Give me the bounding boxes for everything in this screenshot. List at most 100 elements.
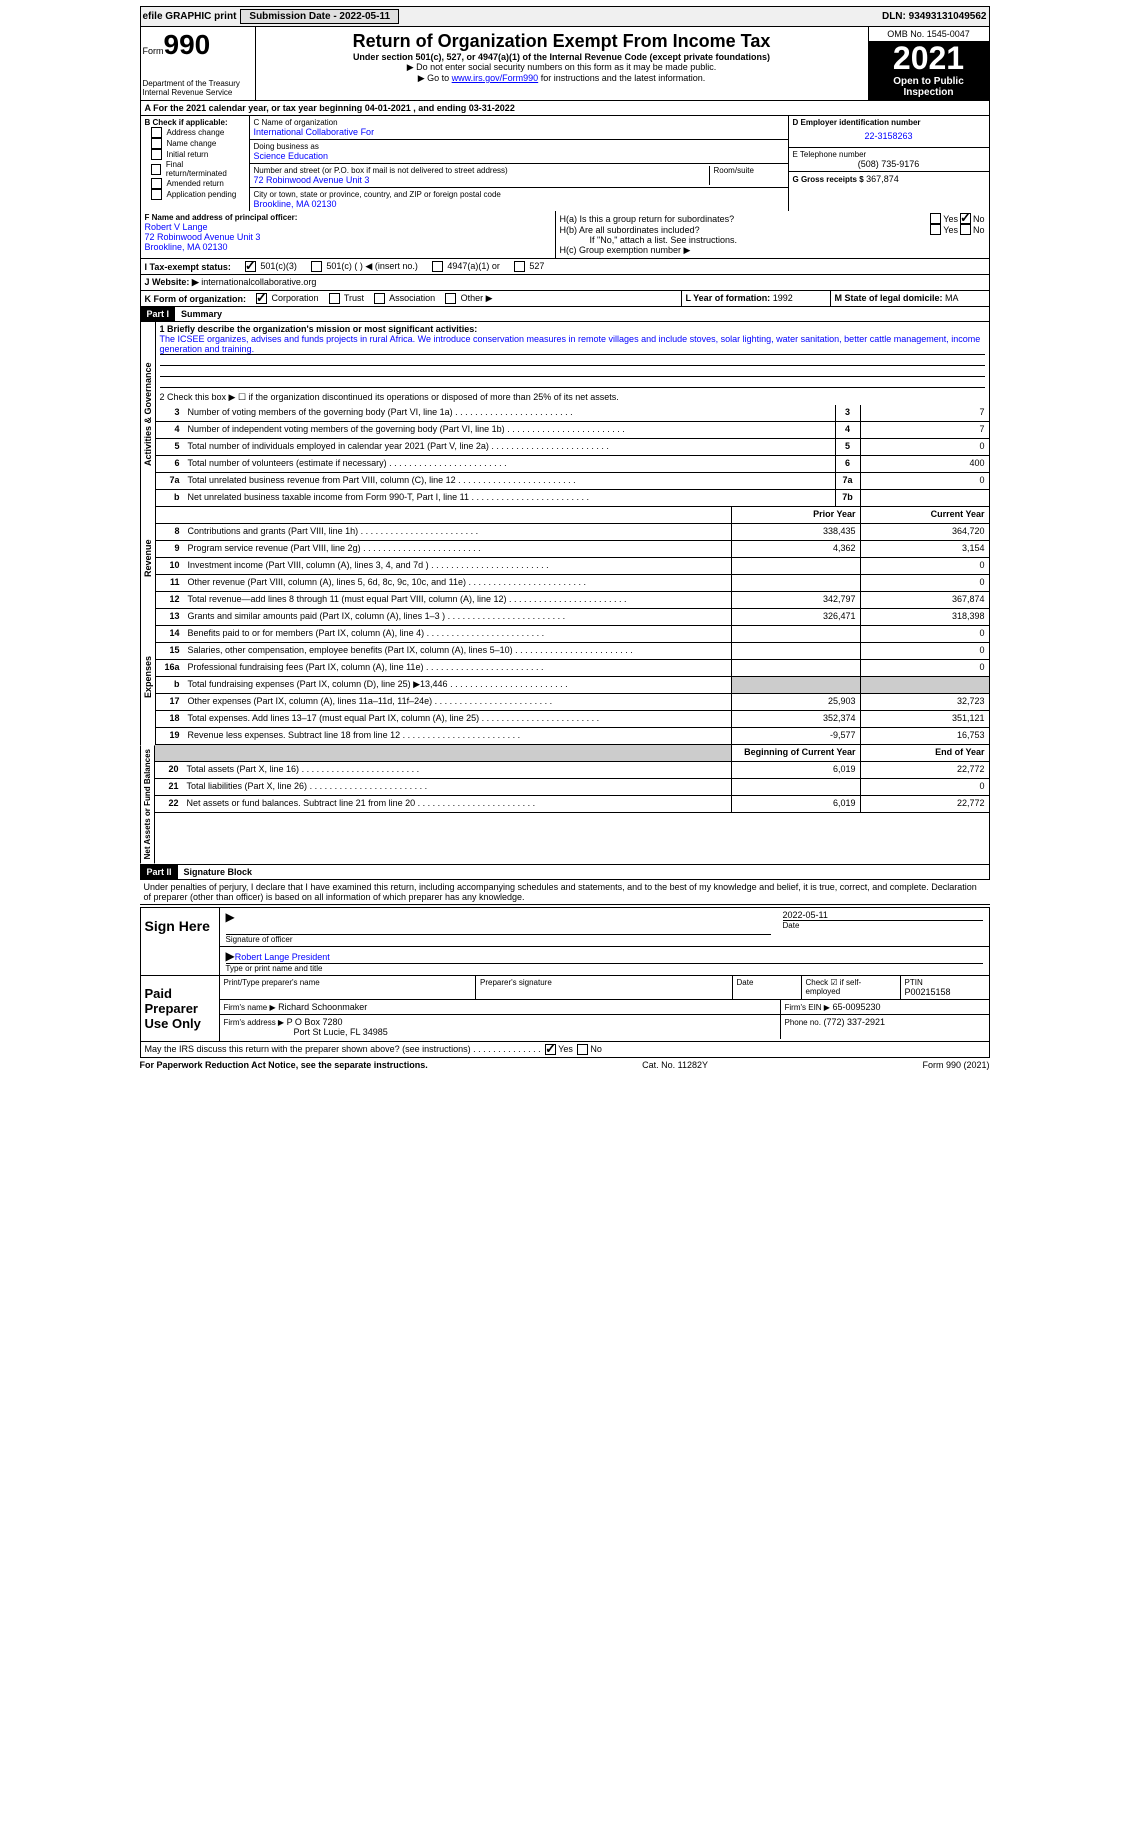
hb-no[interactable] <box>960 224 971 235</box>
check-527[interactable] <box>514 261 525 272</box>
ein-value: 22-3158263 <box>793 127 985 145</box>
hb-yes[interactable] <box>930 224 941 235</box>
firm-addr-value: P O Box 7280 <box>287 1017 343 1027</box>
discuss-no[interactable] <box>577 1044 588 1055</box>
instruction-2: ▶ Go to www.irs.gov/Form990 for instruct… <box>260 73 864 84</box>
submission-date-button[interactable]: Submission Date - 2022-05-11 <box>240 9 399 24</box>
irs-link[interactable]: www.irs.gov/Form990 <box>452 73 539 83</box>
ein-label: D Employer identification number <box>793 118 985 127</box>
tax-year: 2021 <box>869 42 989 74</box>
org-name: International Collaborative For <box>254 127 784 137</box>
row-num: 8 <box>156 524 184 540</box>
gross-receipts-value: 367,874 <box>866 174 899 184</box>
discuss-yes[interactable] <box>545 1044 556 1055</box>
website-label: J Website: ▶ <box>145 277 199 287</box>
street-label: Number and street (or P.O. box if mail i… <box>254 166 709 175</box>
row-num: 13 <box>156 609 184 625</box>
row-prior: 6,019 <box>731 796 860 812</box>
opt-4947: 4947(a)(1) or <box>447 261 500 271</box>
row-current: 0 <box>860 558 989 574</box>
line1-label: 1 Briefly describe the organization's mi… <box>160 324 985 334</box>
check-501c[interactable] <box>311 261 322 272</box>
part2-header: Part II <box>141 865 178 879</box>
row-num: 16a <box>156 660 184 676</box>
row-prior: 6,019 <box>731 762 860 778</box>
row-current: 0 <box>860 779 989 795</box>
firm-phone-value: (772) 337-2921 <box>824 1017 886 1027</box>
row-value: 400 <box>860 456 989 472</box>
row-num: 7a <box>156 473 184 489</box>
ha-no[interactable] <box>960 213 971 224</box>
row-num: 6 <box>156 456 184 472</box>
part1-header: Part I <box>141 307 176 321</box>
vert-revenue: Revenue <box>140 507 156 609</box>
dln-label: DLN: 93493131049562 <box>882 11 987 22</box>
check-application-pending[interactable]: Application pending <box>145 189 245 200</box>
check-initial-return[interactable]: Initial return <box>145 149 245 160</box>
check-association[interactable] <box>374 293 385 304</box>
footer-right: Form 990 (2021) <box>922 1060 989 1070</box>
ptin-value: P00215158 <box>905 987 985 997</box>
opt-association: Association <box>389 293 435 303</box>
firm-name-label: Firm's name ▶ <box>224 1003 276 1012</box>
row-desc: Grants and similar amounts paid (Part IX… <box>184 609 731 625</box>
officer-addr2: Brookline, MA 02130 <box>145 242 551 252</box>
row-box: 4 <box>835 422 860 438</box>
row-num: 4 <box>156 422 184 438</box>
form-header: Form990 Department of the Treasury Inter… <box>140 27 990 101</box>
dba-label: Doing business as <box>254 142 784 151</box>
row-value: 7 <box>860 422 989 438</box>
row-desc: Total number of volunteers (estimate if … <box>184 456 835 472</box>
part2-title: Signature Block <box>178 867 253 877</box>
row-current: 0 <box>860 643 989 659</box>
row-num: 14 <box>156 626 184 642</box>
row-num: 17 <box>156 694 184 710</box>
phone-label: E Telephone number <box>793 150 985 159</box>
row-current: 3,154 <box>860 541 989 557</box>
row-box: 6 <box>835 456 860 472</box>
row-prior <box>731 575 860 591</box>
row-num: 9 <box>156 541 184 557</box>
sign-here-label: Sign Here <box>141 908 219 975</box>
check-501c3[interactable] <box>245 261 256 272</box>
check-address-change[interactable]: Address change <box>145 127 245 138</box>
form-subtitle: Under section 501(c), 527, or 4947(a)(1)… <box>260 52 864 62</box>
instr2-post: for instructions and the latest informat… <box>538 73 705 83</box>
check-amended-return[interactable]: Amended return <box>145 178 245 189</box>
row-prior: 326,471 <box>731 609 860 625</box>
row-num: 12 <box>156 592 184 608</box>
room-label: Room/suite <box>714 166 784 175</box>
check-name-change[interactable]: Name change <box>145 138 245 149</box>
row-prior: 338,435 <box>731 524 860 540</box>
row-current <box>860 677 989 693</box>
prep-date-label: Date <box>737 978 797 987</box>
row-current: 22,772 <box>860 796 989 812</box>
irs-label: Internal Revenue Service <box>143 88 253 97</box>
row-box: 5 <box>835 439 860 455</box>
check-4947[interactable] <box>432 261 443 272</box>
form-title: Return of Organization Exempt From Incom… <box>260 31 864 52</box>
check-corporation[interactable] <box>256 293 267 304</box>
row-desc: Investment income (Part VIII, column (A)… <box>184 558 731 574</box>
check-trust[interactable] <box>329 293 340 304</box>
box-b-title: B Check if applicable: <box>145 118 245 127</box>
row-desc: Other expenses (Part IX, column (A), lin… <box>184 694 731 710</box>
row-prior <box>731 643 860 659</box>
sig-name-label: Type or print name and title <box>226 963 983 973</box>
vert-expenses: Expenses <box>140 609 156 745</box>
row-desc: Revenue less expenses. Subtract line 18 … <box>184 728 731 744</box>
row-value: 0 <box>860 439 989 455</box>
row-prior: 25,903 <box>731 694 860 710</box>
paid-preparer-label: Paid Preparer Use Only <box>141 976 219 1041</box>
row-current: 318,398 <box>860 609 989 625</box>
check-other[interactable] <box>445 293 456 304</box>
row-desc: Total expenses. Add lines 13–17 (must eq… <box>184 711 731 727</box>
ha-yes[interactable] <box>930 213 941 224</box>
row-current: 0 <box>860 575 989 591</box>
declaration: Under penalties of perjury, I declare th… <box>140 880 990 905</box>
year-formation-value: 1992 <box>773 293 793 303</box>
sig-date-value: 2022-05-11 <box>783 910 983 920</box>
row-box: 7a <box>835 473 860 489</box>
row-desc: Number of independent voting members of … <box>184 422 835 438</box>
check-final-return[interactable]: Final return/terminated <box>145 160 245 178</box>
